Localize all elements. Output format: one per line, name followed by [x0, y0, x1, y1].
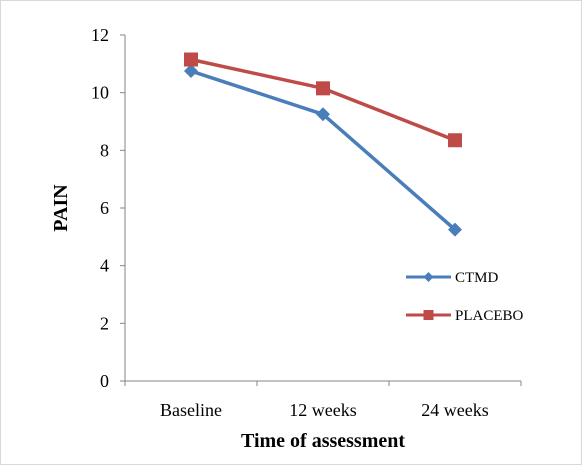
series-layer [184, 52, 462, 237]
y-tick-label: 4 [100, 256, 109, 276]
data-point-placebo [184, 52, 198, 67]
legend-label-ctmd: CTMD [455, 270, 499, 286]
y-tick-label: 8 [100, 140, 109, 160]
x-tick-label: 24 weeks [421, 400, 488, 420]
legend-marker-placebo [423, 310, 434, 320]
y-axis-ticks: 0 2 4 6 8 10 12 [91, 25, 125, 391]
x-tick-label: Baseline [160, 400, 222, 420]
y-tick-label: 0 [100, 371, 109, 391]
y-tick-label: 12 [91, 25, 109, 45]
y-axis-title: PAIN [50, 184, 72, 232]
x-axis-tick-labels: Baseline 12 weeks 24 weeks [160, 400, 489, 420]
y-tick-label: 6 [100, 198, 109, 218]
data-point-placebo [448, 133, 462, 148]
y-tick-label: 10 [91, 83, 109, 103]
data-point-placebo [316, 81, 330, 96]
y-tick-label: 2 [100, 313, 109, 333]
data-point-ctmd [448, 222, 462, 237]
data-point-ctmd [316, 107, 330, 122]
legend-marker-ctmd [423, 272, 434, 282]
legend: CTMD PLACEBO [406, 270, 524, 324]
data-point-ctmd [184, 64, 198, 79]
legend-label-placebo: PLACEBO [455, 308, 524, 324]
x-tick-label: 12 weeks [289, 400, 356, 420]
series-line-placebo [189, 57, 457, 142]
x-axis-title: Time of assessment [241, 430, 405, 452]
x-axis-tick-marks [124, 381, 522, 386]
